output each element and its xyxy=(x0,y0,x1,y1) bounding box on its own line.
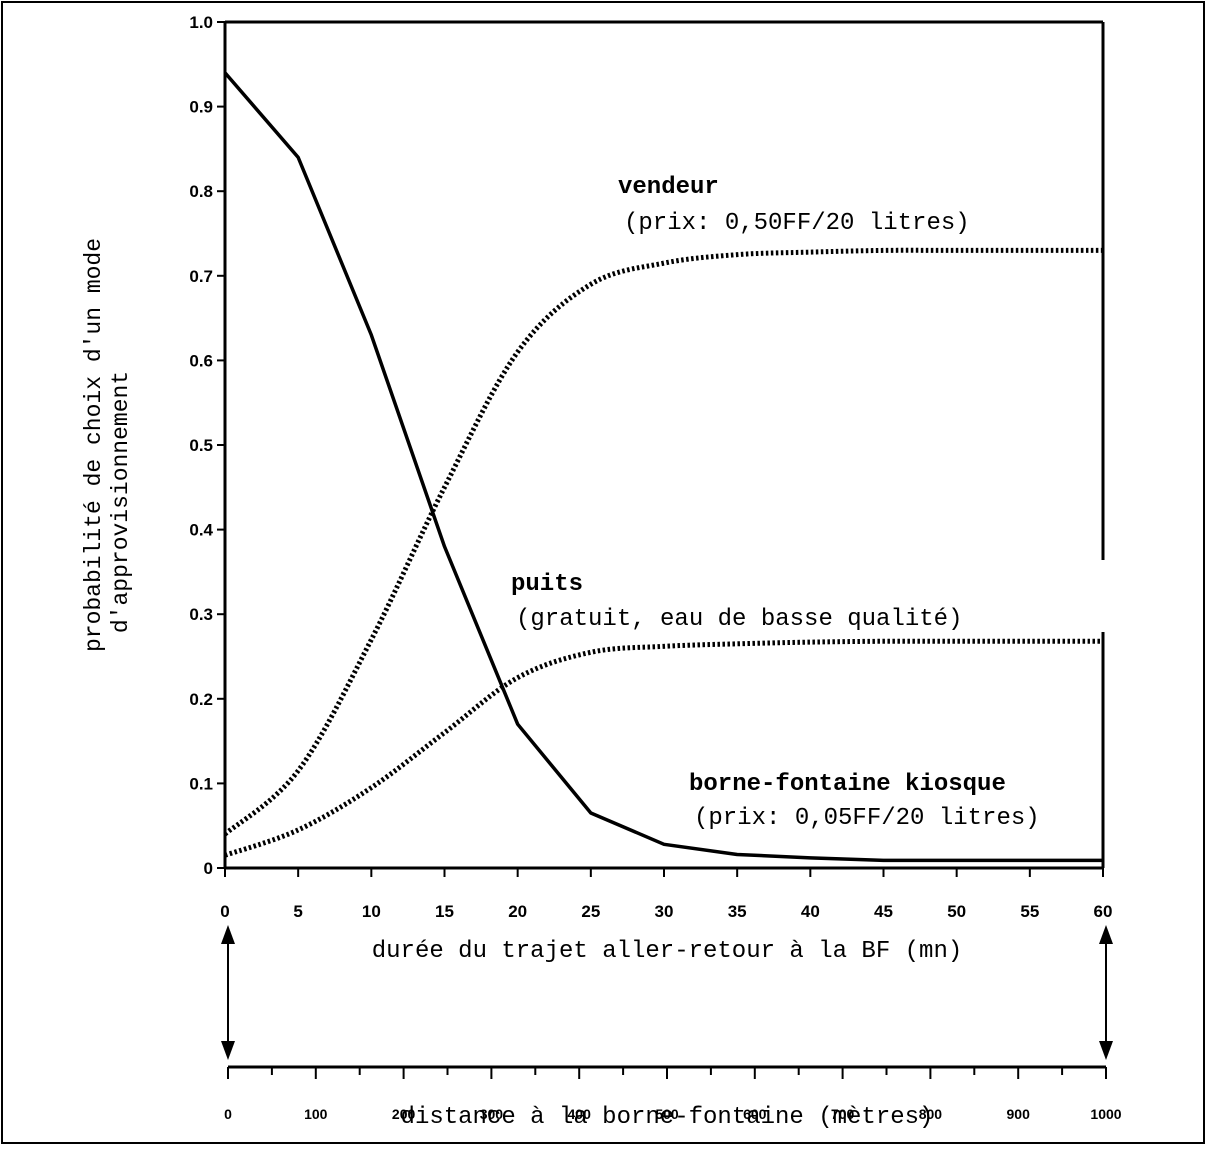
series-note-puits: (gratuit, eau de basse qualité) xyxy=(516,606,962,633)
x2-tick-label: 100 xyxy=(304,1106,328,1122)
y-tick-label: 0.5 xyxy=(189,436,213,455)
y-tick-label: 0.8 xyxy=(189,182,213,201)
series-label-puits: puits xyxy=(511,571,583,598)
series-label-vendeur: vendeur xyxy=(618,174,719,201)
y-ticks: 1.0 0.9 0.8 0.7 0.6 0.5 0.4 0.3 0.2 0.1 0 xyxy=(189,13,225,878)
y-tick-label: 1.0 xyxy=(189,13,213,32)
x-tick-label: 20 xyxy=(508,902,527,921)
series-line-1 xyxy=(225,250,1103,834)
y-tick-label: 0.3 xyxy=(189,605,213,624)
x-tick-label: 50 xyxy=(947,902,966,921)
x-tick-label: 15 xyxy=(435,902,454,921)
x-tick-label: 30 xyxy=(655,902,674,921)
y-tick-label: 0.9 xyxy=(189,98,213,117)
series-note-vendeur: (prix: 0,50FF/20 litres) xyxy=(624,210,970,237)
y-tick-label: 0.6 xyxy=(189,351,213,370)
x-tick-label: 0 xyxy=(220,902,229,921)
y-axis-label: probabilité de choix d'un mode d'approvi… xyxy=(81,238,134,652)
x-tick-label: 55 xyxy=(1020,902,1039,921)
y-tick-label: 0 xyxy=(204,859,213,878)
x-tick-label: 60 xyxy=(1094,902,1113,921)
y-tick-label: 0.4 xyxy=(189,521,213,540)
x-tick-label: 45 xyxy=(874,902,893,921)
series-note-borne-fontaine: (prix: 0,05FF/20 litres) xyxy=(694,805,1040,832)
x-tick-label: 25 xyxy=(581,902,600,921)
x2-axis-label: distance à la borne-fontaine (mètres) xyxy=(401,1104,934,1131)
y-tick-label: 0.2 xyxy=(189,690,213,709)
x-ticks: 0 5 10 15 20 25 30 35 40 45 50 55 60 xyxy=(220,868,1112,921)
x2-tick-label: 1000 xyxy=(1090,1106,1121,1122)
x2-tick-label: 0 xyxy=(224,1106,232,1122)
x-tick-label: 5 xyxy=(293,902,302,921)
arrow-right xyxy=(1099,925,1113,1060)
y-tick-label: 0.7 xyxy=(189,267,213,286)
y-tick-label: 0.1 xyxy=(189,774,213,793)
y-axis-label-line2: d'approvisionnement xyxy=(108,371,134,633)
x2-tick-label: 900 xyxy=(1007,1106,1031,1122)
y-axis-label-line1: probabilité de choix d'un mode xyxy=(81,238,107,652)
x-axis-label: durée du trajet aller-retour à la BF (mn… xyxy=(372,938,963,965)
x-tick-label: 10 xyxy=(362,902,381,921)
x-tick-label: 35 xyxy=(728,902,747,921)
x-tick-label: 40 xyxy=(801,902,820,921)
arrow-left xyxy=(221,925,235,1060)
series-label-borne-fontaine: borne-fontaine kiosque xyxy=(689,771,1006,798)
